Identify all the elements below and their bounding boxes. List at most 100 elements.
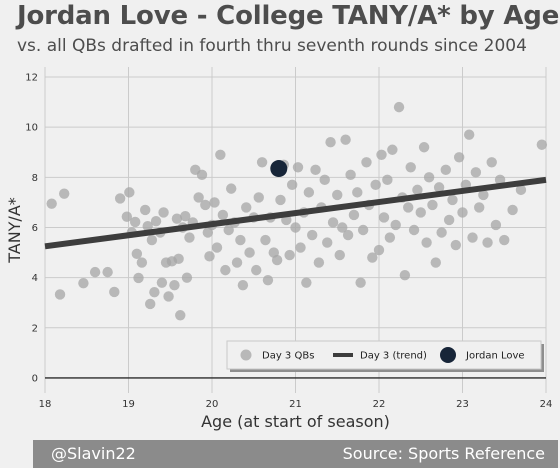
- scatter-point: [215, 149, 226, 160]
- scatter-point: [237, 279, 249, 291]
- scatter-point: [463, 129, 475, 140]
- scatter-point: [181, 272, 193, 283]
- legend-label-highlight: Jordan Love: [465, 351, 525, 362]
- scatter-point: [313, 257, 325, 268]
- scatter-point: [140, 204, 151, 216]
- scatter-point: [408, 224, 420, 236]
- scatter-point: [251, 264, 262, 276]
- scatter-point: [231, 257, 243, 268]
- scatter-point: [303, 187, 315, 198]
- y-tick-label: 4: [32, 273, 38, 284]
- scatter-point: [129, 216, 141, 228]
- scatter-point: [423, 172, 435, 183]
- scatter-point: [204, 251, 215, 262]
- scatter-point: [499, 234, 510, 246]
- scatter-point: [149, 286, 160, 298]
- scatter-point: [319, 174, 330, 186]
- scatter-point: [412, 184, 423, 196]
- scatter-point: [440, 164, 451, 176]
- scatter-point: [494, 174, 506, 186]
- scatter-point: [436, 227, 447, 238]
- scatter-point: [433, 182, 445, 193]
- scatter-point: [507, 204, 518, 216]
- y-tick-label: 2: [32, 323, 38, 334]
- scatter-point: [467, 232, 478, 243]
- scatter-point: [457, 207, 468, 218]
- scatter-point: [235, 234, 246, 246]
- scatter-point: [275, 194, 286, 206]
- legend-marker-highlight: [440, 347, 456, 363]
- scatter-point: [399, 269, 411, 281]
- scatter-point: [223, 224, 234, 236]
- scatter-point: [150, 216, 162, 227]
- scatter-point: [180, 211, 191, 222]
- legend-box: [226, 340, 542, 370]
- x-tick-label: 20: [206, 399, 219, 410]
- scatter-point: [241, 202, 252, 213]
- scatter-point: [337, 222, 348, 233]
- scatter-point: [163, 291, 174, 302]
- scatter-point: [474, 202, 485, 213]
- x-tick-label: 19: [122, 399, 135, 410]
- scatter-point: [121, 211, 133, 222]
- scatter-point: [109, 286, 120, 298]
- scatter-point: [292, 162, 304, 173]
- scatter-point: [175, 310, 186, 321]
- scatter-point: [373, 244, 385, 256]
- scatter-point: [301, 277, 312, 288]
- scatter-point: [352, 187, 363, 198]
- scatter-point: [193, 192, 204, 203]
- scatter-point: [136, 257, 148, 268]
- scatter-point: [253, 192, 264, 203]
- chart-subtitle: vs. all QBs drafted in fourth thru seven…: [17, 36, 527, 56]
- x-tick-label: 18: [39, 399, 52, 410]
- scatter-point: [196, 169, 208, 181]
- scatter-point: [340, 134, 351, 145]
- scatter-point: [418, 142, 430, 153]
- scatter-point: [421, 237, 432, 248]
- y-axis-label: TANY/A*: [5, 197, 24, 264]
- scatter-point: [284, 249, 295, 261]
- scatter-point: [536, 139, 548, 150]
- scatter-point: [482, 237, 493, 248]
- scatter-point: [378, 212, 390, 223]
- y-tick-label: 6: [32, 223, 38, 234]
- scatter-point: [142, 221, 153, 232]
- scatter-point: [348, 209, 360, 221]
- scatter-point: [169, 279, 180, 291]
- scatter-point: [450, 239, 462, 251]
- scatter-point: [146, 234, 158, 246]
- scatter-point: [310, 164, 321, 176]
- scatter-point: [470, 167, 482, 178]
- scatter-point: [46, 198, 57, 209]
- scatter-point: [184, 232, 195, 243]
- footer-bar: @Slavin22 Source: Sports Reference: [33, 440, 558, 468]
- scatter-point: [403, 202, 414, 213]
- scatter-point: [367, 252, 378, 263]
- y-tick-label: 8: [32, 173, 38, 184]
- scatter-point: [89, 266, 101, 278]
- x-tick-label: 24: [540, 399, 553, 410]
- scatter-point: [133, 272, 144, 284]
- scatter-point: [256, 157, 268, 168]
- scatter-point: [54, 289, 66, 300]
- scatter-point: [156, 277, 168, 288]
- scatter-point: [334, 249, 345, 261]
- scatter-point: [325, 137, 336, 148]
- y-tick-label: 12: [25, 73, 38, 84]
- scatter-point: [244, 247, 255, 258]
- source-credit: Source: Sports Reference: [342, 444, 545, 463]
- scatter-point: [260, 234, 271, 246]
- x-tick-label: 23: [456, 399, 469, 410]
- scatter-point: [393, 101, 405, 113]
- scatter-point: [211, 242, 223, 253]
- highlight-point: [270, 160, 288, 178]
- scatter-point: [345, 169, 356, 181]
- scatter-point: [200, 199, 211, 211]
- x-tick-label: 21: [289, 399, 302, 410]
- scatter-point: [387, 144, 398, 155]
- legend-label-trend: Day 3 (trend): [360, 351, 427, 362]
- x-axis-label: Age (at start of season): [201, 412, 390, 431]
- scatter-point: [447, 194, 458, 206]
